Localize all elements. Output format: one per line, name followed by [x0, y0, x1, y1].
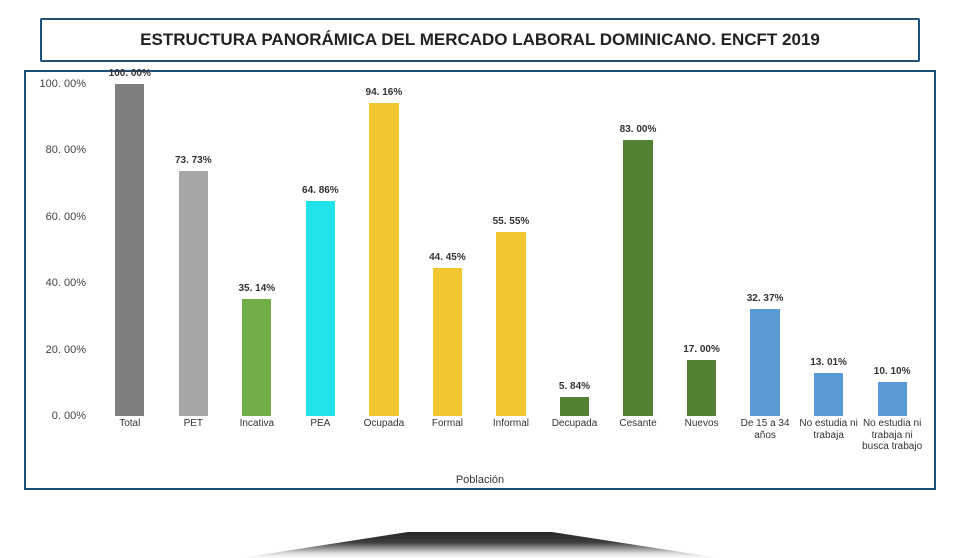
bar-value-label: 17. 00%	[683, 344, 720, 355]
bar-slot: 73. 73%	[162, 84, 226, 416]
y-tick-label: 60. 00%	[46, 211, 86, 223]
footer-decoration	[240, 532, 720, 558]
bar-slot: 32. 37%	[733, 84, 797, 416]
bar-value-label: 5. 84%	[559, 381, 590, 392]
x-tick-label: Informal	[479, 416, 543, 464]
bar-value-label: 32. 37%	[747, 293, 784, 304]
x-tick-label: Cesante	[606, 416, 670, 464]
plot-area: 100. 00% 73. 73% 35. 14% 64. 86% 94. 16% 44. …	[98, 84, 924, 416]
bar: 17. 00%	[687, 360, 716, 416]
x-axis-title: Población	[26, 474, 934, 486]
bar: 100. 00%	[115, 84, 144, 416]
x-tick-label: Decupada	[543, 416, 607, 464]
bar-slot: 17. 00%	[670, 84, 734, 416]
bar: 94. 16%	[369, 103, 398, 416]
bar-value-label: 44. 45%	[429, 252, 466, 263]
x-tick-label: No estudia ni trabaja	[797, 416, 861, 464]
x-tick-label: No estudia ni trabaja ni busca trabajo	[860, 416, 924, 464]
y-axis-labels: 0. 00%20. 00%40. 00%60. 00%80. 00%100. 0…	[26, 84, 92, 416]
bar-slot: 10. 10%	[860, 84, 924, 416]
x-tick-label: Ocupada	[352, 416, 416, 464]
bar-value-label: 83. 00%	[620, 124, 657, 135]
bar-value-label: 35. 14%	[238, 283, 275, 294]
bar: 5. 84%	[560, 397, 589, 416]
x-tick-label: PET	[162, 416, 226, 464]
y-tick-label: 20. 00%	[46, 344, 86, 356]
y-tick-label: 100. 00%	[40, 78, 86, 90]
bars-row: 100. 00% 73. 73% 35. 14% 64. 86% 94. 16% 44. …	[98, 84, 924, 416]
bar-value-label: 64. 86%	[302, 185, 339, 196]
bar-slot: 44. 45%	[416, 84, 480, 416]
x-tick-label: Formal	[416, 416, 480, 464]
bar: 13. 01%	[814, 373, 843, 416]
bar-slot: 55. 55%	[479, 84, 543, 416]
bar-value-label: 73. 73%	[175, 155, 212, 166]
x-tick-label: Nuevos	[670, 416, 734, 464]
bar-slot: 100. 00%	[98, 84, 162, 416]
bar-slot: 83. 00%	[606, 84, 670, 416]
bar-slot: 5. 84%	[543, 84, 607, 416]
x-tick-label: Total	[98, 416, 162, 464]
x-tick-label: De 15 a 34 años	[733, 416, 797, 464]
bar: 35. 14%	[242, 299, 271, 416]
bar-value-label: 10. 10%	[874, 366, 911, 377]
bar-value-label: 100. 00%	[109, 68, 151, 79]
bar-slot: 94. 16%	[352, 84, 416, 416]
bar: 64. 86%	[306, 201, 335, 416]
y-tick-label: 0. 00%	[52, 410, 86, 422]
bar: 44. 45%	[433, 268, 462, 416]
bar: 55. 55%	[496, 232, 525, 416]
bar-value-label: 94. 16%	[366, 87, 403, 98]
x-tick-label: PEA	[289, 416, 353, 464]
chart-container: 0. 00% 20. 00% 40. 00% 60. 00% 80. 00% 100. 0…	[24, 70, 936, 490]
bar-slot: 35. 14%	[225, 84, 289, 416]
bar: 32. 37%	[750, 309, 779, 416]
bar: 73. 73%	[179, 171, 208, 416]
bar-slot: 13. 01%	[797, 84, 861, 416]
bar: 10. 10%	[878, 382, 907, 416]
y-tick-label: 40. 00%	[46, 277, 86, 289]
page-title: ESTRUCTURA PANORÁMICA DEL MERCADO LABORA…	[40, 18, 920, 62]
bar-slot: 64. 86%	[289, 84, 353, 416]
x-axis-labels: TotalPETIncativaPEAOcupadaFormalInformal…	[98, 416, 924, 464]
bar-value-label: 55. 55%	[493, 216, 530, 227]
bar-value-label: 13. 01%	[810, 357, 847, 368]
x-tick-label: Incativa	[225, 416, 289, 464]
y-tick-label: 80. 00%	[46, 144, 86, 156]
bar: 83. 00%	[623, 140, 652, 416]
